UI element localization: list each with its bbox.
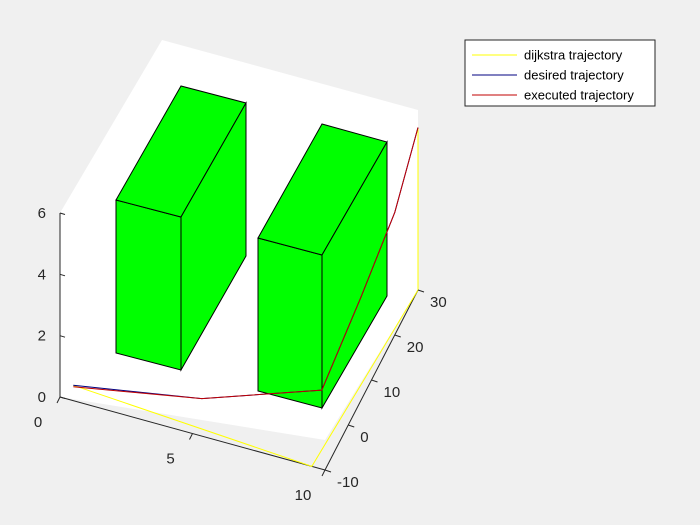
z-tick-mark — [59, 212, 66, 215]
y-tick-mark — [417, 289, 425, 293]
y-tick-label: 10 — [384, 384, 401, 401]
obstacle-box-right-face-side — [321, 140, 388, 410]
ticks-layer: 0 2 4 6 0 5 10 -10 0 10 20 30 — [34, 205, 447, 504]
series-executed-trajectory — [73, 127, 419, 400]
obstacle-box-left-face-side — [180, 101, 247, 372]
legend-label: executed trajectory — [524, 88, 634, 103]
legend: dijkstra trajectory desired trajectory exe… — [464, 39, 656, 107]
obstacle-box-right — [257, 123, 388, 410]
obstacle-box-left — [115, 85, 247, 372]
x-tick-label: 10 — [295, 487, 312, 504]
y-tick-mark — [371, 379, 378, 383]
legend-label: desired trajectory — [524, 68, 624, 83]
series-dijkstra-trajectory — [73, 127, 419, 468]
x-tick-label: 5 — [166, 451, 174, 468]
obstacle-box-left-face-front — [115, 199, 182, 371]
y-tick-mark — [324, 469, 332, 473]
z-tick-mark — [59, 396, 66, 399]
legend-label: dijkstra trajectory — [524, 48, 623, 63]
z-tick-label: 4 — [38, 266, 46, 283]
y-tick-label: 20 — [407, 339, 424, 356]
y-tick-label: 0 — [360, 429, 368, 446]
y-tick-mark — [348, 424, 355, 428]
series-layer — [73, 127, 419, 468]
z-tick-label: 0 — [38, 389, 46, 406]
z-tick-label: 6 — [38, 205, 46, 222]
x-tick-mark — [321, 469, 326, 477]
z-tick-label: 2 — [38, 328, 46, 345]
z-tick-mark — [59, 335, 66, 338]
z-tick-mark — [59, 273, 66, 277]
x-tick-label: 0 — [34, 414, 42, 431]
x-tick-mark — [189, 433, 193, 440]
y-tick-label: -10 — [337, 474, 359, 491]
obstacle-box-right-face-front — [257, 237, 323, 409]
legend-entries: dijkstra trajectory desired trajectory exe… — [472, 48, 634, 103]
y-tick-mark — [394, 334, 401, 338]
x-tick-mark — [56, 396, 61, 404]
y-tick-label: 30 — [430, 294, 447, 311]
obstacles — [115, 85, 388, 410]
